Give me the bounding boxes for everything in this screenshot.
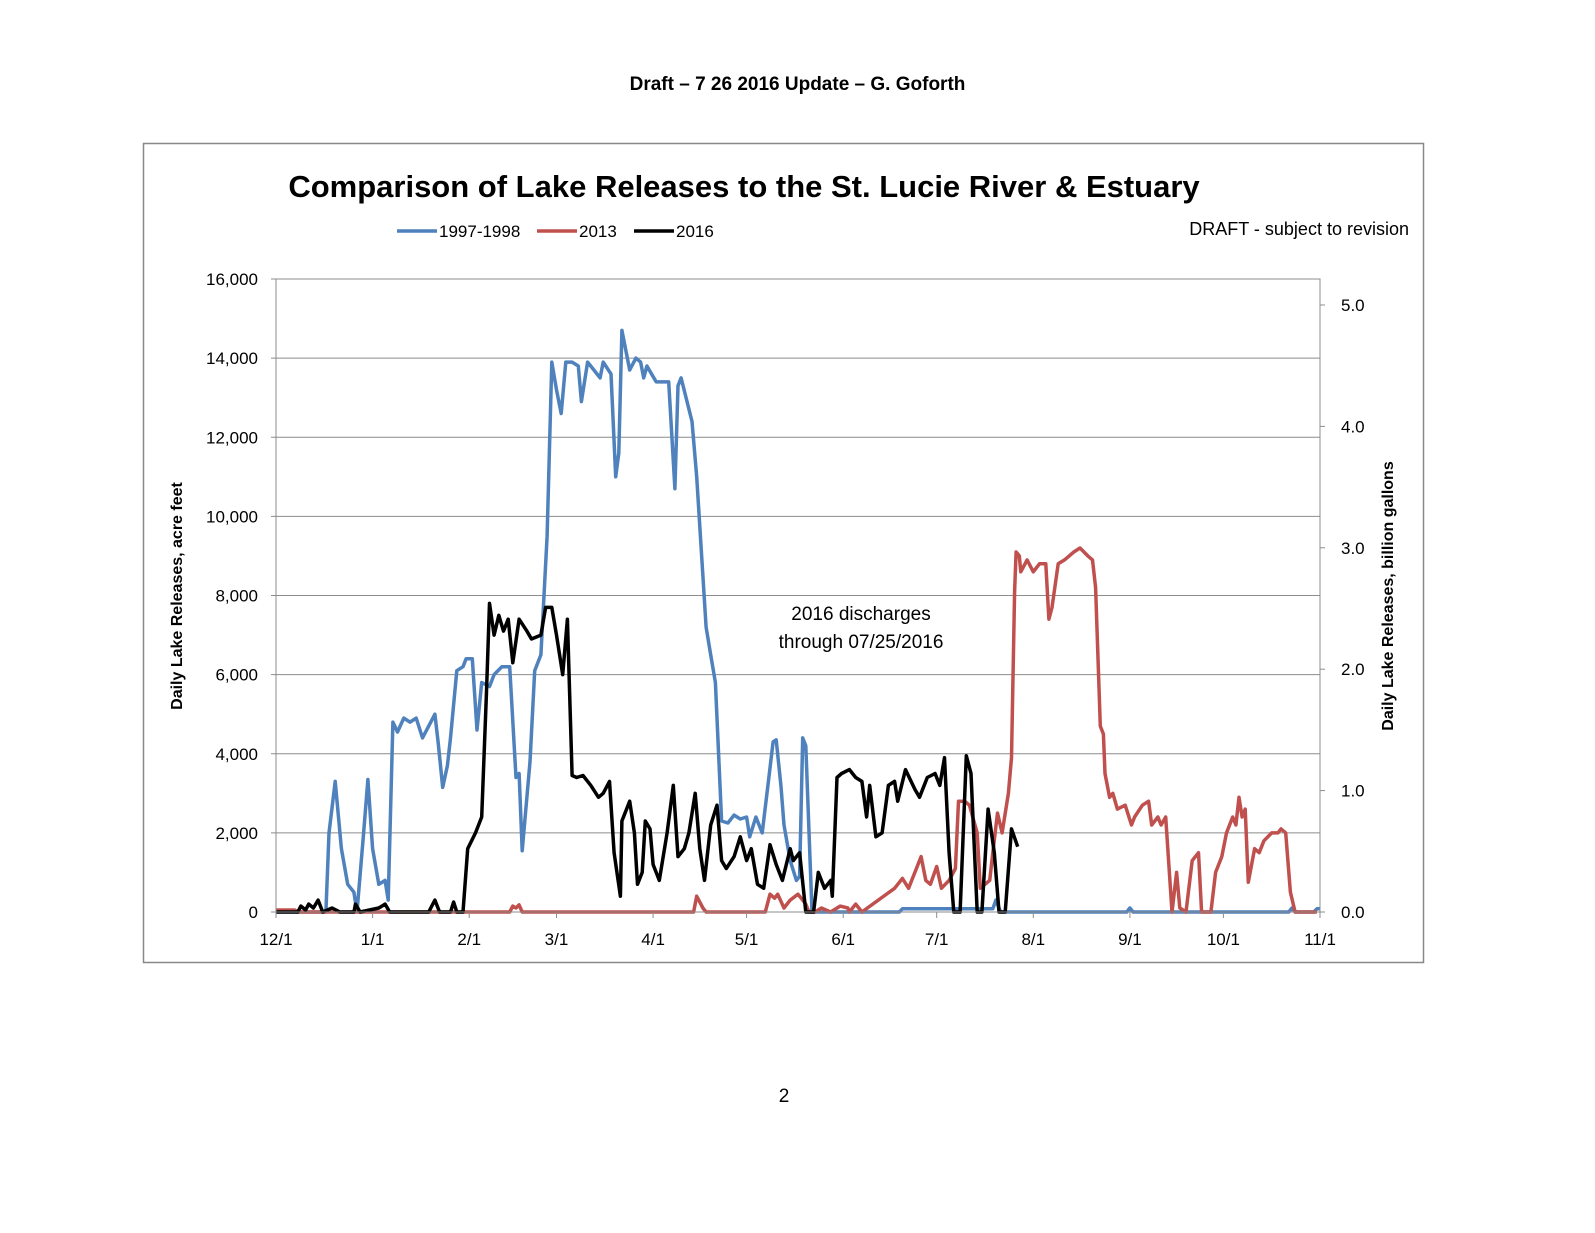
x-tick-label: 1/1 bbox=[361, 930, 385, 949]
x-tick-label: 7/1 bbox=[925, 930, 949, 949]
x-tick-label: 5/1 bbox=[735, 930, 759, 949]
series-line-1997-1998 bbox=[276, 328, 1320, 914]
y-tick-label: 4,000 bbox=[215, 745, 258, 764]
series-line-2016 bbox=[276, 601, 1020, 914]
y2-tick-label: 4.0 bbox=[1341, 417, 1365, 436]
chart-title: Comparison of Lake Releases to the St. L… bbox=[288, 169, 1200, 204]
y2-tick-label: 1.0 bbox=[1341, 782, 1365, 801]
x-tick-label: 11/1 bbox=[1304, 930, 1336, 949]
x-tick-label: 3/1 bbox=[545, 930, 569, 949]
y2-axis-label: Daily Lake Releases, billion gallons bbox=[1380, 461, 1397, 731]
plot-area-border bbox=[275, 278, 1321, 913]
y2-tick-label: 0.0 bbox=[1341, 903, 1365, 922]
y-tick-label: 14,000 bbox=[206, 349, 258, 368]
x-tick-label: 10/1 bbox=[1207, 930, 1240, 949]
annotation-line-1: 2016 discharges bbox=[791, 604, 930, 625]
y-axis-label: Daily Lake Releases, acre feet bbox=[169, 481, 186, 709]
x-tick-label: 2/1 bbox=[457, 930, 481, 949]
y-tick-label: 10,000 bbox=[206, 507, 258, 526]
x-tick-label: 6/1 bbox=[831, 930, 855, 949]
legend-label: 2016 bbox=[676, 222, 714, 241]
y-tick-label: 12,000 bbox=[206, 428, 258, 447]
y-tick-label: 2,000 bbox=[215, 824, 258, 843]
y-tick-label: 6,000 bbox=[215, 666, 258, 685]
x-tick-label: 9/1 bbox=[1118, 930, 1142, 949]
draft-note: DRAFT - subject to revision bbox=[1189, 219, 1409, 239]
legend: 1997-1998 2013 2016 bbox=[397, 222, 714, 241]
chart-frame bbox=[142, 142, 1425, 964]
page-number: 2 bbox=[778, 1086, 790, 1107]
y2-tick-label: 2.0 bbox=[1341, 660, 1365, 679]
y-tick-label: 16,000 bbox=[206, 270, 258, 289]
axes: 0 2,000 4,000 6,000 8,000 10,000 12,000 14,000 1… bbox=[206, 270, 1365, 949]
legend-label: 1997-1998 bbox=[439, 222, 520, 241]
x-tick-label: 12/1 bbox=[259, 930, 292, 949]
x-tick-label: 8/1 bbox=[1021, 930, 1045, 949]
annotation-line-2: through 07/25/2016 bbox=[779, 632, 944, 653]
x-tick-label: 4/1 bbox=[641, 930, 665, 949]
y2-tick-label: 3.0 bbox=[1341, 539, 1365, 558]
y-tick-label: 0 bbox=[249, 903, 258, 922]
legend-label: 2013 bbox=[579, 222, 617, 241]
y2-tick-label: 5.0 bbox=[1341, 296, 1365, 315]
y-tick-label: 8,000 bbox=[215, 587, 258, 606]
series-group bbox=[276, 328, 1320, 914]
page-header: Draft – 7 26 2016 Update – G. Goforth bbox=[629, 74, 966, 95]
series-line-2013 bbox=[276, 546, 1317, 914]
